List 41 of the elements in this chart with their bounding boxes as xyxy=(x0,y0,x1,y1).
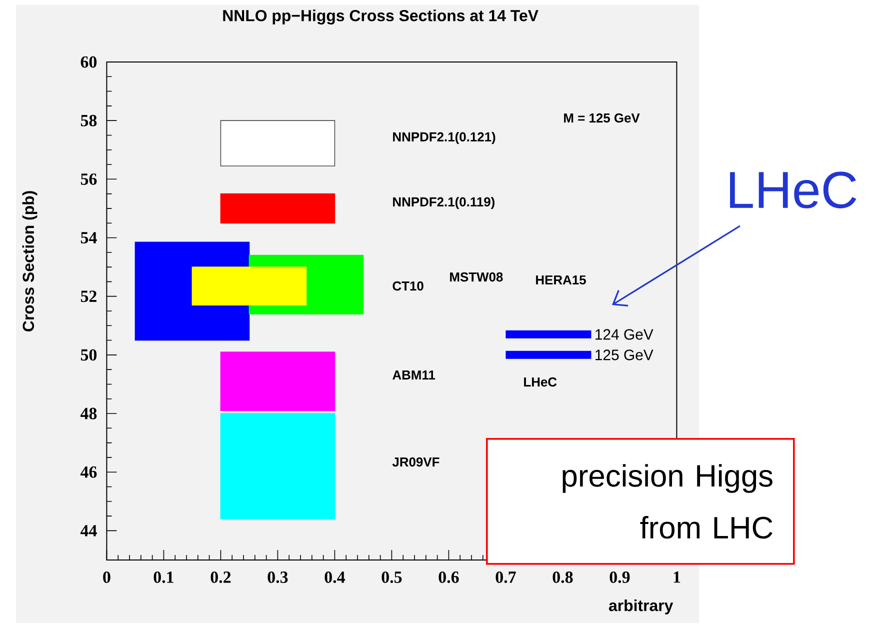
annotation: NNPDF2.1(0.119) xyxy=(393,196,494,210)
annotation: MSTW08 xyxy=(450,272,503,282)
bar xyxy=(220,193,336,224)
y-tick-label: 52 xyxy=(80,290,96,302)
y-tick-label: 46 xyxy=(80,466,97,478)
bar xyxy=(192,266,307,306)
series-label: 124 GeV xyxy=(596,329,654,340)
x-tick-label: 0.3 xyxy=(268,572,288,584)
series-label: 125 GeV xyxy=(596,350,654,360)
x-tick-label: 0.5 xyxy=(382,572,402,584)
annotation: M = 125 GeV xyxy=(564,113,640,123)
bar xyxy=(220,120,336,166)
x-tick-label: 0.2 xyxy=(210,572,231,584)
x-tick-label: 0 xyxy=(103,572,110,583)
y-axis-title: Cross Section (pb) xyxy=(22,191,38,332)
text: LHeC xyxy=(730,172,856,208)
annotation: CT10 xyxy=(392,281,424,291)
x-tick-label: 0.6 xyxy=(438,572,459,584)
annotation: JR09VF xyxy=(392,457,440,467)
x-tick-label: 0.9 xyxy=(610,572,630,584)
y-tick-label: 50 xyxy=(80,349,97,361)
y-tick-label: 44 xyxy=(80,525,97,536)
x-tick-label: 0.8 xyxy=(552,572,573,584)
chart-title: NNLO pp−Higgs Cross Sections at 14 TeV xyxy=(223,10,538,24)
x-tick-label: 0.1 xyxy=(154,572,174,584)
y-tick-label: 56 xyxy=(80,173,97,185)
y-tick-label: 48 xyxy=(80,408,97,420)
bar xyxy=(220,413,336,520)
annotation: ABM11 xyxy=(392,370,436,380)
y-tick-label: 58 xyxy=(80,114,97,126)
y-tick-label: 60 xyxy=(80,56,97,68)
annotation: HERA15 xyxy=(536,275,586,285)
x-tick-label: 1 xyxy=(674,572,680,583)
annotation: NNPDF2.1(0.121) xyxy=(393,132,496,144)
x-tick-label: 0.7 xyxy=(496,572,516,584)
x-tick-label: 0.4 xyxy=(324,572,345,584)
y-tick-label: 54 xyxy=(80,232,97,244)
annotation: precision Higgs from LHC xyxy=(562,464,772,539)
x-axis-title: arbitrary xyxy=(608,600,674,614)
annotation: LHeC xyxy=(524,377,557,387)
bar xyxy=(220,352,336,411)
